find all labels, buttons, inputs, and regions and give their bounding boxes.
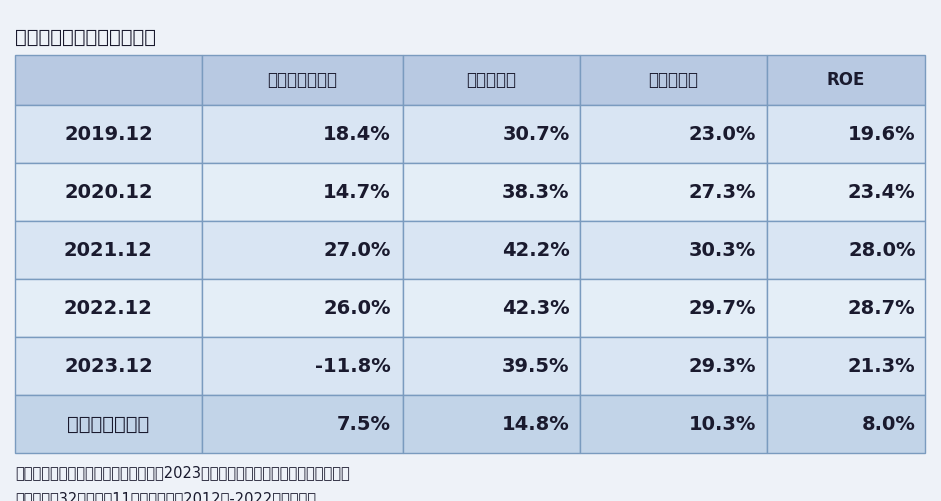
Bar bbox=[403, 55, 581, 105]
Bar bbox=[767, 279, 925, 337]
Bar bbox=[767, 163, 925, 221]
Text: 2023.12: 2023.12 bbox=[64, 357, 152, 376]
Bar bbox=[403, 395, 581, 453]
Text: 39.5%: 39.5% bbox=[502, 357, 569, 376]
Bar bbox=[767, 221, 925, 279]
Text: 14.8%: 14.8% bbox=[502, 414, 569, 433]
Bar bbox=[15, 163, 201, 221]
Bar bbox=[15, 221, 201, 279]
Text: 28.0%: 28.0% bbox=[848, 240, 916, 260]
Bar bbox=[15, 105, 201, 163]
Text: 7.5%: 7.5% bbox=[337, 414, 391, 433]
Bar bbox=[581, 395, 767, 453]
Bar bbox=[581, 337, 767, 395]
Text: 2021.12: 2021.12 bbox=[64, 240, 152, 260]
Text: 医薬品32社の過去11年間の平均（2012年-2022年）を算出: 医薬品32社の過去11年間の平均（2012年-2022年）を算出 bbox=[15, 491, 316, 501]
Bar bbox=[15, 337, 201, 395]
Text: 営業利益率: 営業利益率 bbox=[467, 71, 517, 89]
Bar bbox=[15, 55, 201, 105]
Bar bbox=[581, 105, 767, 163]
Bar bbox=[201, 395, 403, 453]
Text: -11.8%: -11.8% bbox=[315, 357, 391, 376]
Bar bbox=[581, 279, 767, 337]
Bar bbox=[403, 337, 581, 395]
Text: 10.3%: 10.3% bbox=[689, 414, 756, 433]
Text: 29.7%: 29.7% bbox=[688, 299, 756, 318]
Bar bbox=[15, 279, 201, 337]
Text: 18.4%: 18.4% bbox=[323, 125, 391, 143]
Text: 26.0%: 26.0% bbox=[324, 299, 391, 318]
Text: 成長性・収益性指標の推移: 成長性・収益性指標の推移 bbox=[15, 28, 156, 47]
Text: 28.7%: 28.7% bbox=[848, 299, 916, 318]
Bar bbox=[767, 395, 925, 453]
Bar bbox=[15, 395, 201, 453]
Bar bbox=[403, 279, 581, 337]
Text: 14.7%: 14.7% bbox=[324, 182, 391, 201]
Bar bbox=[403, 105, 581, 163]
Text: 当期利益率: 当期利益率 bbox=[648, 71, 698, 89]
Bar bbox=[581, 163, 767, 221]
Bar bbox=[201, 221, 403, 279]
Bar bbox=[201, 163, 403, 221]
Text: 2020.12: 2020.12 bbox=[64, 182, 152, 201]
Text: 19.6%: 19.6% bbox=[848, 125, 916, 143]
Text: 8.0%: 8.0% bbox=[862, 414, 916, 433]
Text: 38.3%: 38.3% bbox=[502, 182, 569, 201]
Text: 業種平均（＊）: 業種平均（＊） bbox=[67, 414, 150, 433]
Bar bbox=[201, 337, 403, 395]
Bar bbox=[201, 55, 403, 105]
Text: 27.3%: 27.3% bbox=[688, 182, 756, 201]
Text: 42.3%: 42.3% bbox=[502, 299, 569, 318]
Text: 23.0%: 23.0% bbox=[689, 125, 756, 143]
Text: 23.4%: 23.4% bbox=[848, 182, 916, 201]
Text: ROE: ROE bbox=[827, 71, 865, 89]
Bar bbox=[403, 163, 581, 221]
Bar bbox=[403, 221, 581, 279]
Bar bbox=[201, 279, 403, 337]
Text: 42.2%: 42.2% bbox=[502, 240, 569, 260]
Text: 21.3%: 21.3% bbox=[848, 357, 916, 376]
Bar bbox=[767, 105, 925, 163]
Text: 30.7%: 30.7% bbox=[502, 125, 569, 143]
Text: 27.0%: 27.0% bbox=[324, 240, 391, 260]
Bar bbox=[581, 221, 767, 279]
Bar bbox=[581, 55, 767, 105]
Text: 売上収益成長率: 売上収益成長率 bbox=[267, 71, 338, 89]
Text: （＊）産業別財務データハンドブック2023（株式会社日本政策投資銀行・編集）: （＊）産業別財務データハンドブック2023（株式会社日本政策投資銀行・編集） bbox=[15, 465, 350, 480]
Bar bbox=[767, 55, 925, 105]
Text: 30.3%: 30.3% bbox=[689, 240, 756, 260]
Text: 29.3%: 29.3% bbox=[688, 357, 756, 376]
Bar bbox=[767, 337, 925, 395]
Text: 2022.12: 2022.12 bbox=[64, 299, 152, 318]
Bar bbox=[201, 105, 403, 163]
Text: 2019.12: 2019.12 bbox=[64, 125, 152, 143]
